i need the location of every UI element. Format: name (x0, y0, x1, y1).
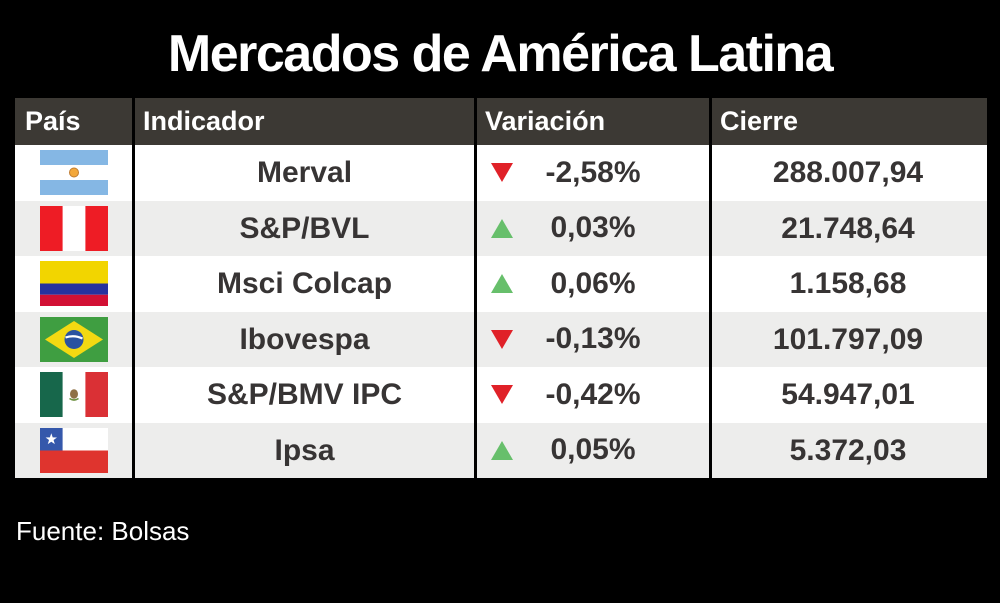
up-triangle-icon (491, 274, 513, 294)
table-row: S&P/BMV IPC -0,42% 54.947,01 (15, 367, 987, 423)
source-caption: Fuente: Bolsas (16, 516, 190, 546)
table-header-row: País Indicador Variación Cierre (15, 98, 987, 145)
variation-cell: 0,06% (474, 256, 709, 312)
up-triangle-icon (491, 440, 513, 460)
close-value: 5.372,03 (709, 422, 984, 478)
pais-cell (15, 256, 132, 312)
down-triangle-icon (491, 385, 513, 405)
indicator-label: Ibovespa (132, 311, 474, 367)
indicator-label: S&P/BMV IPC (132, 367, 474, 423)
variation-cell: 0,05% (474, 422, 709, 478)
variation-cell: -0,42% (474, 367, 709, 423)
down-triangle-icon (491, 329, 513, 349)
close-value: 1.158,68 (709, 256, 984, 312)
header-variacion: Variación (474, 98, 709, 145)
variation-value: 0,05% (550, 433, 636, 467)
pais-cell (15, 423, 132, 479)
variation-cell: 0,03% (474, 200, 709, 256)
pais-cell (15, 201, 132, 257)
header-cierre: Cierre (709, 98, 984, 145)
header-pais: País (25, 106, 81, 136)
chile-flag-icon (39, 427, 108, 473)
table-row: Ipsa 0,05% 5.372,03 (15, 422, 987, 479)
variation-cell: -2,58% (474, 145, 709, 201)
header-indicador: Indicador (132, 98, 474, 145)
close-value: 101.797,09 (709, 311, 984, 367)
table-row: S&P/BVL 0,03% 21.748,64 (15, 200, 987, 257)
close-value: 288.007,94 (709, 145, 984, 201)
variation-value: -2,58% (545, 155, 641, 189)
pais-cell (15, 145, 132, 201)
table-row: Merval -2,58% 288.007,94 (15, 145, 987, 201)
variation-value: 0,03% (550, 211, 636, 245)
indicator-label: Msci Colcap (132, 256, 474, 312)
indicator-label: Ipsa (132, 422, 474, 478)
brazil-flag-icon (39, 316, 108, 362)
close-value: 21.748,64 (709, 200, 984, 256)
pais-cell (15, 367, 132, 423)
indicator-label: Merval (132, 145, 474, 201)
markets-table: País Indicador Variación Cierre Merval -… (15, 98, 987, 478)
variation-cell: -0,13% (474, 311, 709, 367)
indicator-label: S&P/BVL (132, 200, 474, 256)
mexico-flag-icon (39, 372, 108, 418)
page-title: Mercados de América Latina (167, 25, 834, 83)
peru-flag-icon (39, 205, 108, 251)
down-triangle-icon (491, 163, 513, 183)
argentina-flag-icon (39, 150, 108, 196)
up-triangle-icon (491, 218, 513, 238)
pais-cell (15, 312, 132, 368)
variation-value: -0,13% (545, 322, 641, 356)
table-row: Msci Colcap 0,06% 1.158,68 (15, 256, 987, 312)
variation-value: -0,42% (545, 377, 641, 411)
colombia-flag-icon (39, 261, 108, 307)
variation-value: 0,06% (550, 266, 636, 300)
table-row: Ibovespa -0,13% 101.797,09 (15, 311, 987, 368)
close-value: 54.947,01 (709, 367, 984, 423)
